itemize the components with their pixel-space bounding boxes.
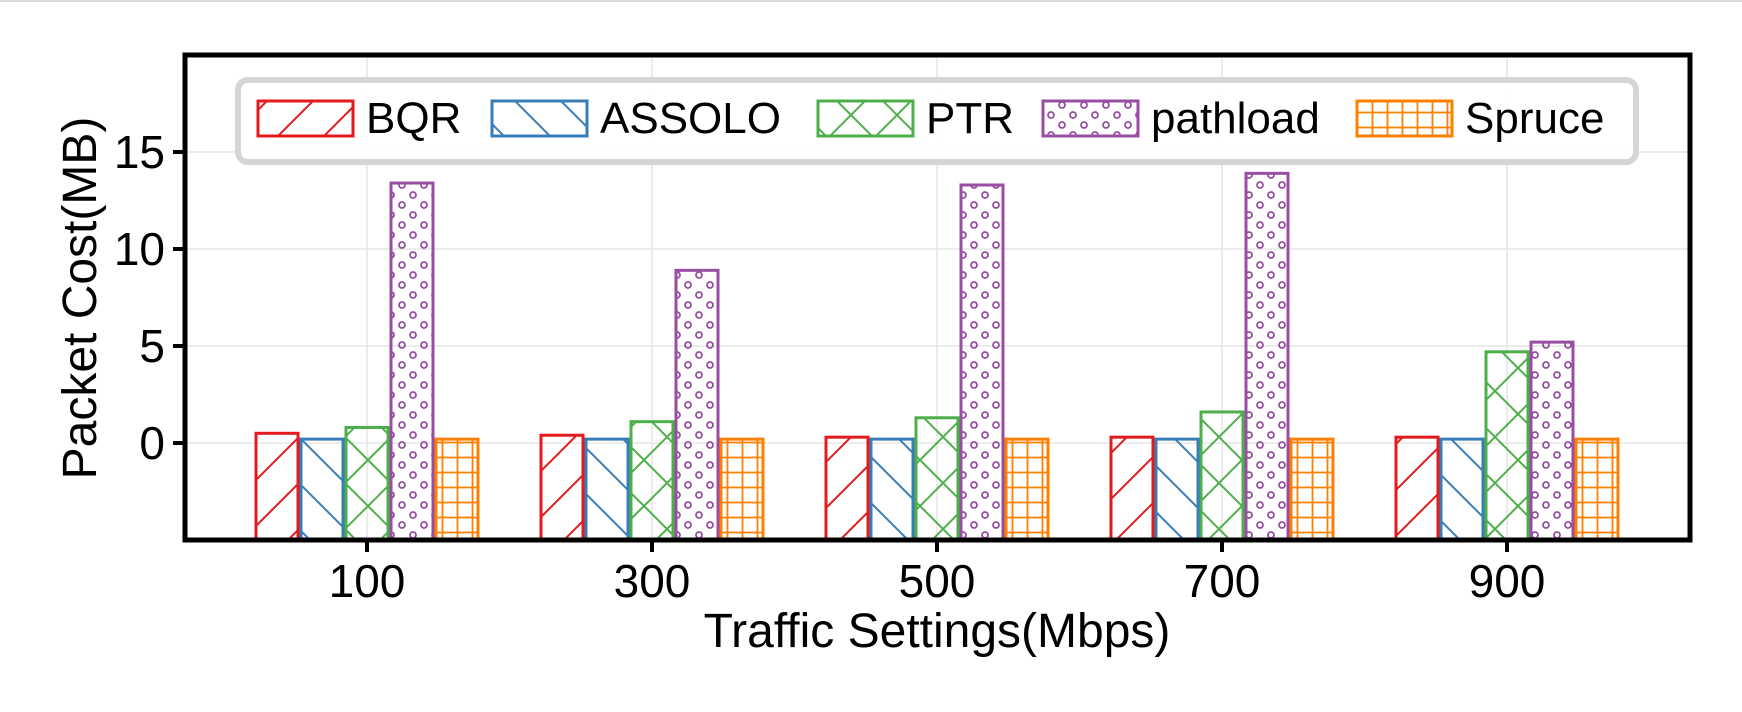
bar-spruce-900 — [1574, 437, 1620, 542]
legend-label: pathload — [1151, 94, 1320, 143]
bar-ptr-900 — [1484, 350, 1530, 542]
bar-assolo-500 — [869, 437, 915, 542]
bar-spruce-700 — [1289, 437, 1335, 542]
legend-label: PTR — [926, 94, 1014, 143]
y-tick-label: 15 — [114, 126, 165, 178]
bar-ptr-100 — [344, 425, 390, 542]
legend-item-pathload: pathload — [1041, 94, 1320, 143]
bar-assolo-900 — [1439, 437, 1485, 542]
legend-swatch — [1355, 99, 1454, 138]
bar-pathload-900 — [1529, 340, 1575, 542]
y-axis-title: Packet Cost(MB) — [54, 117, 107, 480]
legend-label: ASSOLO — [600, 94, 781, 143]
bar-bqr-100 — [254, 431, 300, 542]
bar-pathload-300 — [674, 268, 720, 542]
x-tick-label: 100 — [329, 555, 406, 607]
bar-pathload-700 — [1244, 171, 1290, 542]
bar-bqr-900 — [1394, 435, 1440, 542]
bar-ptr-700 — [1199, 410, 1245, 542]
legend-label: BQR — [366, 94, 461, 143]
x-tick-label: 500 — [899, 555, 976, 607]
y-tick-label: 10 — [114, 223, 165, 275]
legend-item-assolo: ASSOLO — [490, 94, 781, 143]
bar-ptr-500 — [914, 416, 960, 542]
x-axis-ticks: 100 300 500 700 900 — [329, 540, 1546, 607]
bar-ptr-300 — [629, 420, 675, 542]
y-tick-label: 0 — [139, 417, 165, 469]
legend-swatch — [256, 99, 355, 138]
legend-item-bqr: BQR — [256, 94, 461, 143]
bar-spruce-100 — [434, 437, 480, 542]
y-tick-label: 5 — [139, 320, 165, 372]
x-axis-title: Traffic Settings(Mbps) — [704, 605, 1171, 658]
bar-bqr-700 — [1109, 435, 1155, 542]
bar-spruce-300 — [719, 437, 765, 542]
bar-assolo-300 — [584, 437, 630, 542]
bar-assolo-700 — [1154, 437, 1200, 542]
x-tick-label: 900 — [1469, 555, 1546, 607]
legend: BQR ASSOLO PTR pathload Spruce — [235, 77, 1639, 165]
y-axis-ticks: 0 5 10 15 — [114, 126, 185, 469]
legend-swatch — [816, 99, 915, 138]
legend-item-ptr: PTR — [816, 94, 1014, 143]
bar-pathload-100 — [389, 181, 435, 542]
x-tick-label: 700 — [1184, 555, 1261, 607]
legend-item-spruce: Spruce — [1355, 94, 1604, 143]
bar-bqr-500 — [824, 435, 870, 542]
bar-spruce-500 — [1004, 437, 1050, 542]
bar-bqr-300 — [539, 433, 585, 542]
x-tick-label: 300 — [614, 555, 691, 607]
legend-swatch — [1041, 99, 1140, 138]
top-border-line — [0, 0, 1742, 2]
bar-pathload-500 — [959, 183, 1005, 542]
bar-assolo-100 — [299, 437, 345, 542]
legend-swatch — [490, 99, 589, 138]
legend-label: Spruce — [1465, 94, 1604, 143]
bars — [254, 171, 1620, 542]
